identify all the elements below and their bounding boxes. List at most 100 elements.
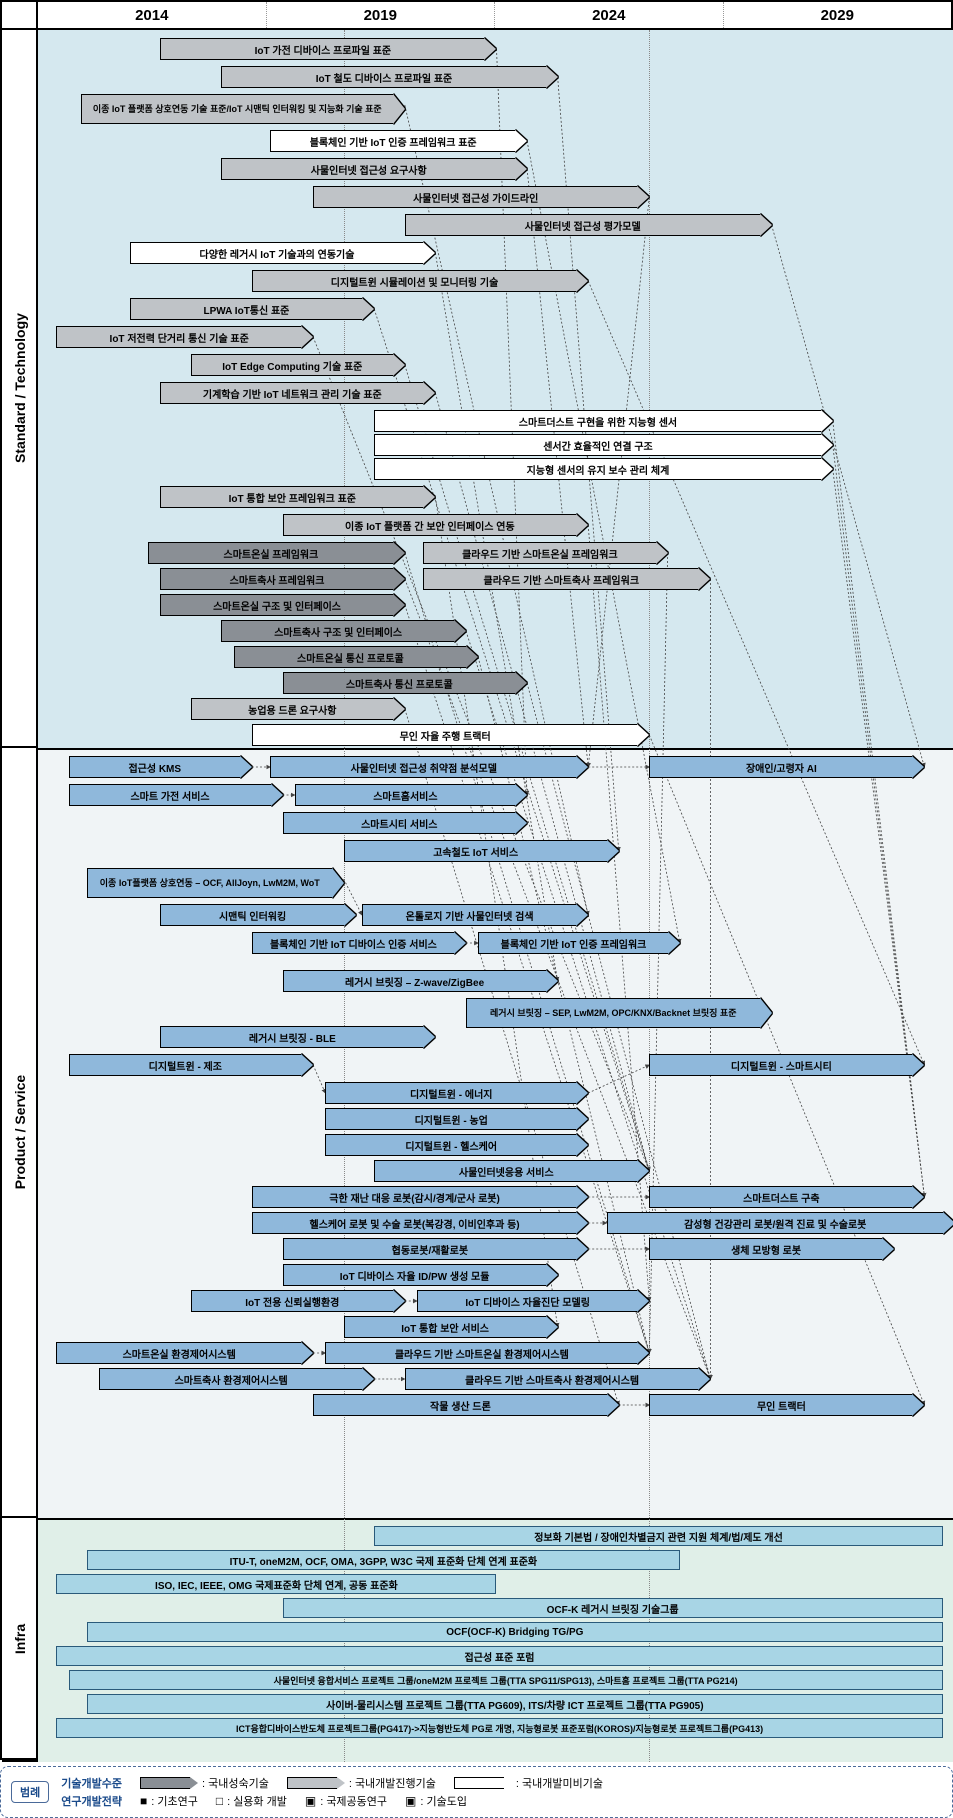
roadmap-item: 디지털트윈 - 스마트시티	[649, 1054, 924, 1076]
gridline	[649, 30, 650, 1762]
infra-item: OCF(OCF-K) Bridging TG/PG	[87, 1622, 943, 1642]
roadmap-item-label: 스마트더스트 구축	[649, 1186, 912, 1208]
roadmap-item-label: 스마트더스트 구현을 위한 지능형 센서	[374, 410, 821, 432]
roadmap-item-label: 시맨틱 인터워킹	[160, 904, 344, 926]
roadmap-item: IoT 통합 보안 서비스	[344, 1316, 558, 1338]
year-label: 2029	[724, 2, 952, 28]
roadmap-item: 사물인터넷 접근성 취약점 분석모델	[270, 756, 588, 778]
roadmap-item: 디지털트윈 - 제조	[69, 1054, 314, 1076]
roadmap-item: 이종 IoT플랫폼 상호연동 – OCF, AllJoyn, LwM2M, Wo…	[87, 868, 344, 898]
roadmap-item: 스마트축사 통신 프로토콜	[283, 672, 528, 694]
roadmap-item: 스마트시티 서비스	[283, 812, 528, 834]
roadmap-item-label: IoT 철도 디바이스 프로파일 표준	[221, 66, 545, 88]
legend-item: : 국내개발미비기술	[454, 1775, 603, 1791]
infra-item: 사물인터넷 융합서비스 프로젝트 그룹/oneM2M 프로젝트 그룹(TTA S…	[69, 1670, 943, 1690]
roadmap-item: 작물 생산 드론	[313, 1394, 619, 1416]
roadmap-item: 블록체인 기반 IoT 인증 프레임워크	[478, 932, 680, 954]
section-label-standard: Standard / Technology	[2, 30, 38, 748]
roadmap-item-label: 블록체인 기반 IoT 인증 프레임워크	[478, 932, 668, 954]
infra-item: 사이버-물리시스템 프로젝트 그룹(TTA PG609), ITS/차량 ICT…	[87, 1694, 943, 1714]
roadmap-item-label: IoT 통합 보안 프레임워크 표준	[160, 486, 423, 508]
roadmap-item-label: IoT 저전력 단거리 통신 기술 표준	[56, 326, 301, 348]
legend-item: ▣: 국제공동연구	[305, 1793, 387, 1809]
roadmap-item-label: 스마트홈서비스	[295, 784, 515, 806]
roadmap-item-label: 감성형 건강관리 로봇/원격 진료 및 수술로봇	[607, 1212, 943, 1234]
roadmap-item: 레거시 브릿징 – Z-wave/ZigBee	[283, 970, 558, 992]
plot-area: □IoT 가전 디바이스 프로파일 표준■IoT 철도 디바이스 프로파일 표준…	[38, 30, 953, 1762]
roadmap-item: IoT 디바이스 자율 ID/PW 생성 모듈	[283, 1264, 558, 1286]
legend-head: 기술개발수준	[61, 1775, 122, 1791]
roadmap-item-label: IoT 디바이스 자율 ID/PW 생성 모듈	[283, 1264, 546, 1286]
roadmap-item-label: IoT 디바이스 자율진단 모델링	[417, 1290, 637, 1312]
roadmap-item-label: 스마트축사 프레임워크	[160, 568, 393, 590]
roadmap-item: 접근성 KMS	[69, 756, 252, 778]
roadmap-item: 극한 재난 대응 로봇(감시/경계/군사 로봇)	[252, 1186, 588, 1208]
roadmap-item-label: 블록체인 기반 IoT 디바이스 인증 서비스	[252, 932, 454, 954]
roadmap-item-label: 클라우드 기반 스마트온실 환경제어시스템	[325, 1342, 637, 1364]
roadmap-item: 무인 트랙터	[649, 1394, 924, 1416]
roadmap-item: 클라우드 기반 스마트축사 환경제어시스템	[405, 1368, 711, 1390]
roadmap-item: 고속철도 IoT 서비스	[344, 840, 619, 862]
roadmap-item: 스마트온실 통신 프로토콜	[234, 646, 479, 668]
year-label: 2024	[495, 2, 724, 28]
year-label: 2019	[267, 2, 496, 28]
roadmap-item: 장애인/고령자 AI	[649, 756, 924, 778]
roadmap-item-label: 디지털트윈 시뮬레이션 및 모니터링 기술	[252, 270, 576, 292]
roadmap-item: 블록체인 기반 IoT 디바이스 인증 서비스	[252, 932, 466, 954]
roadmap-item-label: 스마트온실 구조 및 인터페이스	[160, 594, 393, 616]
roadmap-item-label: IoT 전용 신뢰실행환경	[191, 1290, 393, 1312]
roadmap-item: 스마트 가전 서비스	[69, 784, 283, 806]
roadmap-item-label: 극한 재난 대응 로봇(감시/경계/군사 로봇)	[252, 1186, 576, 1208]
roadmap-item-label: 스마트시티 서비스	[283, 812, 516, 834]
roadmap-item: 클라우드 기반 스마트축사 프레임워크	[423, 568, 710, 590]
roadmap-item-label: 클라우드 기반 스마트축사 프레임워크	[423, 568, 698, 590]
legend-item: : 국내성숙기술	[140, 1775, 269, 1791]
roadmap-item: 기계학습 기반 IoT 네트워크 관리 기술 표준	[160, 382, 435, 404]
timeline-header: 2014201920242029	[2, 2, 951, 30]
roadmap-item-label: 온톨로지 기반 사물인터넷 검색	[362, 904, 576, 926]
roadmap-item: 클라우드 기반 스마트온실 프레임워크	[423, 542, 668, 564]
roadmap-item-label: 생체 모방형 로봇	[649, 1238, 882, 1260]
roadmap-item-label: 스마트온실 환경제어시스템	[56, 1342, 301, 1364]
roadmap-item: IoT Edge Computing 기술 표준	[191, 354, 405, 376]
roadmap-item: 스마트온실 프레임워크	[148, 542, 405, 564]
roadmap-item: 스마트온실 환경제어시스템	[56, 1342, 313, 1364]
roadmap-item: 레거시 브릿징 - BLE	[160, 1026, 435, 1048]
roadmap-item-label: 디지털트윈 - 헬스케어	[325, 1134, 576, 1156]
roadmap-item-label: 스마트온실 통신 프로토콜	[234, 646, 467, 668]
section-label-infra: Infra	[2, 1518, 38, 1762]
legend-row: 기술개발수준: 국내성숙기술: 국내개발진행기술: 국내개발미비기술	[61, 1775, 603, 1791]
roadmap-item: 스마트더스트 구축	[649, 1186, 924, 1208]
legend-row: 연구개발전략■: 기초연구□: 실용화 개발▣: 국제공동연구▣: 기술도입	[61, 1793, 603, 1809]
roadmap-item-label: 클라우드 기반 스마트온실 프레임워크	[423, 542, 656, 564]
roadmap-item-label: 레거시 브릿징 - BLE	[160, 1026, 423, 1048]
roadmap-item: 디지털트윈 - 에너지	[325, 1082, 588, 1104]
roadmap-item: 스마트온실 구조 및 인터페이스	[160, 594, 405, 616]
roadmap-item: IoT 통합 보안 프레임워크 표준	[160, 486, 435, 508]
legend: 범례기술개발수준: 국내성숙기술: 국내개발진행기술: 국내개발미비기술연구개발…	[0, 1766, 953, 1818]
roadmap-item: 시맨틱 인터워킹	[160, 904, 356, 926]
roadmap-item: 스마트더스트 구현을 위한 지능형 센서	[374, 410, 833, 432]
infra-item: OCF-K 레거시 브릿징 기술그룹	[283, 1598, 943, 1618]
roadmap-item: 디지털트윈 시뮬레이션 및 모니터링 기술	[252, 270, 588, 292]
roadmap-item: 지능형 센서의 유지 보수 관리 체계	[374, 458, 833, 480]
roadmap-item: 이종 IoT 플랫폼 상호연동 기술 표준/IoT 시맨틱 인터워킹 및 지능화…	[81, 94, 405, 124]
roadmap-item: 클라우드 기반 스마트온실 환경제어시스템	[325, 1342, 649, 1364]
roadmap-item: 사물인터넷 접근성 가이드라인	[313, 186, 649, 208]
roadmap-item: 스마트축사 환경제어시스템	[99, 1368, 374, 1390]
roadmap-chart: 2014201920242029Standard / TechnologyPro…	[0, 0, 953, 1760]
roadmap-item-label: 사물인터넷 접근성 취약점 분석모델	[270, 756, 576, 778]
year-label: 2014	[38, 2, 267, 28]
legend-title: 범례	[11, 1781, 49, 1803]
roadmap-item-label: 이종 IoT 플랫폼 상호연동 기술 표준/IoT 시맨틱 인터워킹 및 지능화…	[81, 94, 393, 124]
roadmap-item-label: 스마트축사 환경제어시스템	[99, 1368, 362, 1390]
roadmap-item-label: 사물인터넷 접근성 평가모델	[405, 214, 760, 236]
roadmap-item-label: 기계학습 기반 IoT 네트워크 관리 기술 표준	[160, 382, 423, 404]
roadmap-item: 센서간 효율적인 연결 구조	[374, 434, 833, 456]
roadmap-item: 스마트축사 구조 및 인터페이스	[221, 620, 466, 642]
roadmap-item-label: 무인 자율 주행 트랙터	[252, 724, 637, 746]
roadmap-item-label: 지능형 센서의 유지 보수 관리 체계	[374, 458, 821, 480]
roadmap-item: 이종 IoT 플랫폼 간 보안 인터페이스 연동	[283, 514, 589, 536]
roadmap-item-label: 레거시 브릿징 – Z-wave/ZigBee	[283, 970, 546, 992]
roadmap-item-label: LPWA IoT통신 표준	[130, 298, 363, 320]
